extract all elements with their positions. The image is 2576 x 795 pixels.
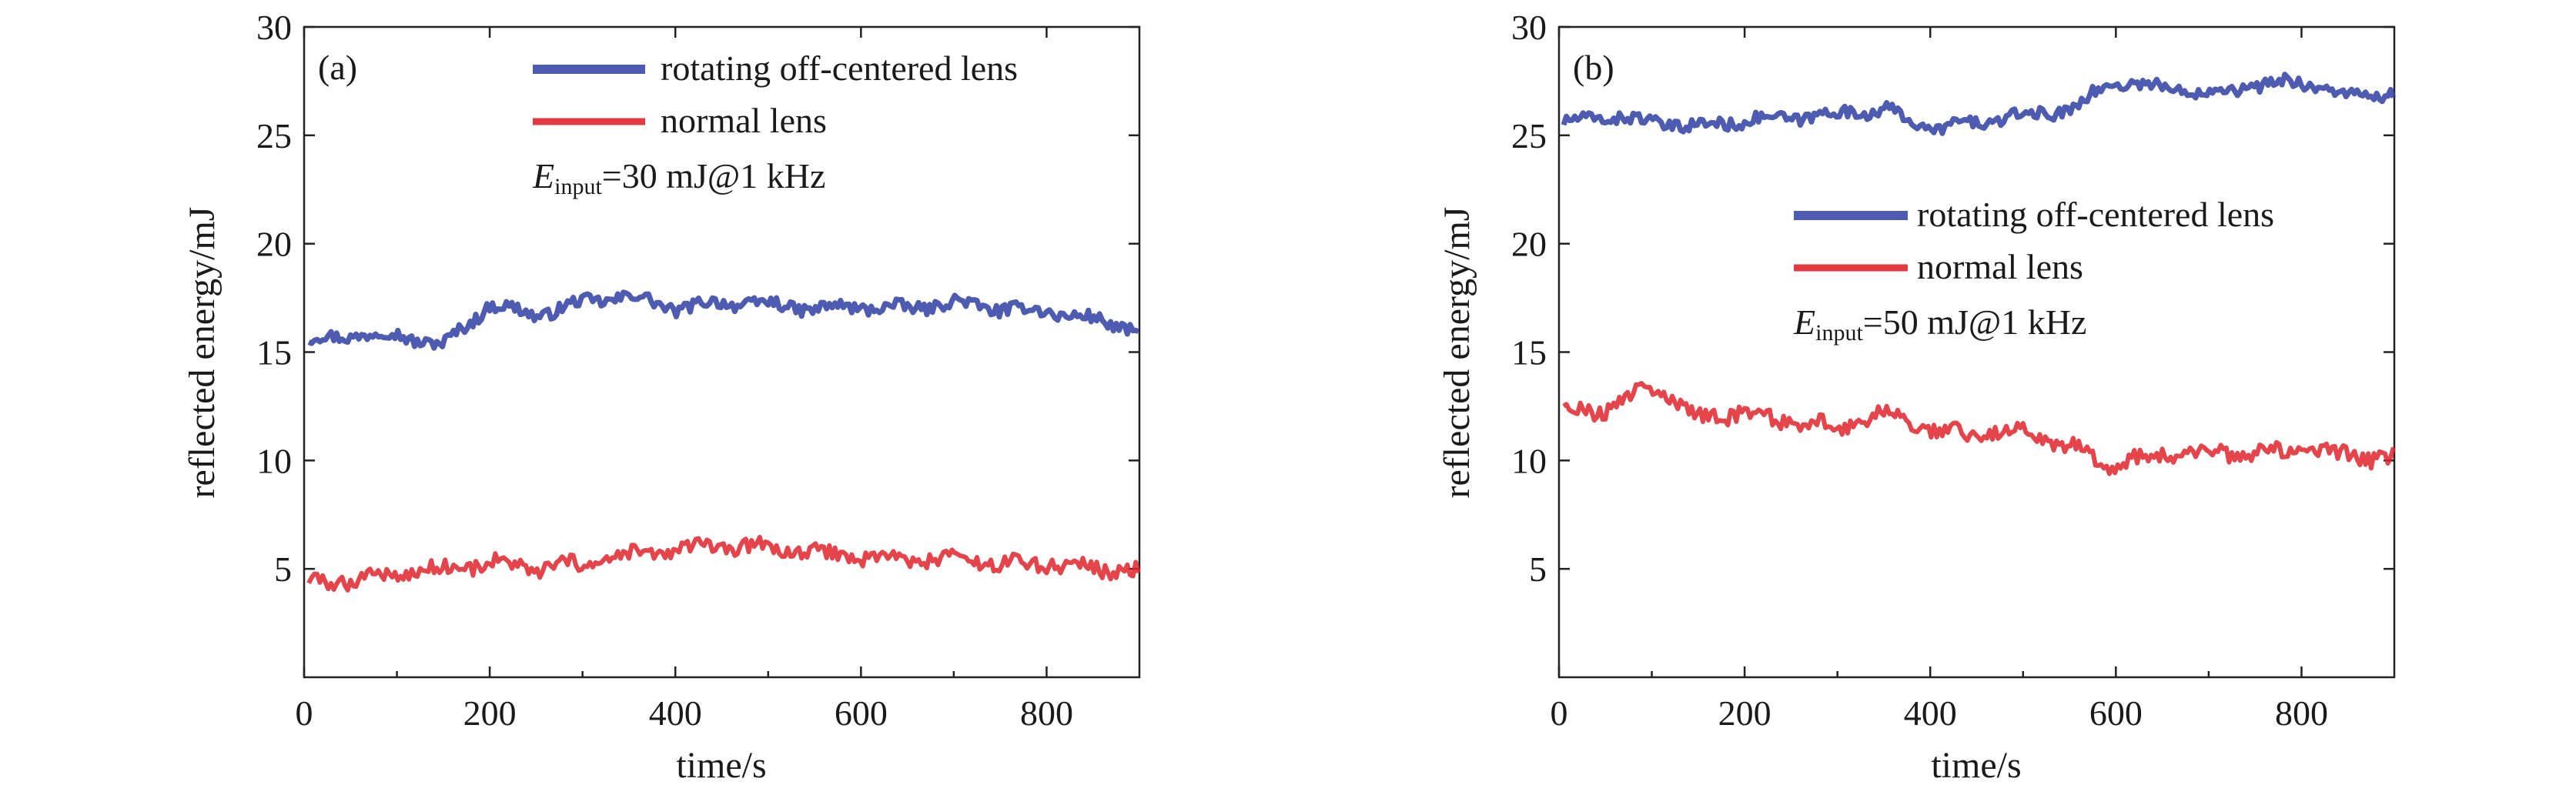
y-tick-label: 30	[256, 8, 292, 47]
annotation-value: =30 mJ@1 kHz	[602, 156, 826, 195]
y-tick-label: 10	[1511, 441, 1547, 480]
y-axis-title: reflected energy/mJ	[182, 207, 222, 499]
annotation-symbol: E	[532, 156, 554, 195]
x-axis-title: time/s	[676, 745, 766, 786]
annotation-subscript: input	[554, 174, 602, 199]
y-tick-label: 20	[1511, 225, 1547, 264]
x-tick-label: 400	[1904, 693, 1957, 733]
y-axis-title: reflected energy/mJ	[1437, 207, 1477, 499]
x-tick-label: 400	[649, 693, 702, 733]
series-line-rotating-off-centered-lens	[1561, 72, 2397, 136]
panel-label: (a)	[318, 48, 357, 87]
annotation-subscript: input	[1815, 320, 1863, 346]
y-tick-label: 20	[256, 225, 292, 264]
panel-label: (b)	[1573, 48, 1614, 87]
legend-label-rotating: rotating off-centered lens	[1917, 195, 2274, 234]
y-tick-label: 5	[1529, 549, 1547, 589]
y-tick-label: 25	[256, 116, 292, 155]
x-axis-title: time/s	[1931, 745, 2021, 786]
annotation-value: =50 mJ@1 kHz	[1863, 302, 2087, 342]
y-tick-label: 15	[256, 333, 292, 372]
y-tick-label: 15	[1511, 333, 1547, 372]
y-tick-label: 5	[274, 549, 292, 589]
legend: rotating off-centered lens normal lens	[1794, 195, 2274, 286]
series-line-rotating-off-centered-lens	[307, 289, 1140, 351]
x-tick-label: 800	[1020, 693, 1073, 733]
ticks	[303, 25, 1139, 677]
y-tick-label: 25	[1511, 116, 1547, 155]
legend-label-normal: normal lens	[661, 101, 827, 140]
x-tick-label: 200	[1718, 693, 1771, 733]
legend: rotating off-centered lens normal lens	[533, 48, 1018, 140]
series-line-normal-lens	[306, 534, 1141, 593]
input-energy-annotation: Einput=50 mJ@1 kHz	[1793, 302, 2086, 346]
y-tick-label: 10	[256, 441, 292, 480]
panel-b: 0 200 400 600 800 5 10 15 20 25 30 (b) time/s refl…	[1437, 8, 2397, 786]
y-tick-label: 30	[1511, 8, 1547, 47]
legend-label-normal: normal lens	[1917, 247, 2083, 286]
legend-label-rotating: rotating off-centered lens	[661, 48, 1018, 88]
x-tick-label: 600	[835, 693, 888, 733]
series-lines	[306, 289, 1141, 593]
series-line-normal-lens	[1562, 381, 2396, 476]
x-tick-label: 600	[2089, 693, 2143, 733]
x-tick-label: 0	[1551, 693, 1568, 733]
x-tick-label: 200	[463, 693, 517, 733]
x-tick-label: 0	[296, 693, 313, 733]
tick-labels: 0 200 400 600 800 5 10 15 20 25 30	[1511, 8, 2328, 733]
input-energy-annotation: Einput=30 mJ@1 kHz	[532, 156, 825, 199]
x-tick-label: 800	[2275, 693, 2328, 733]
ticks	[1557, 25, 2394, 677]
panel-a: 0 200 400 600 800 5 10 15 20 25 30 (a) time/s refl…	[182, 8, 1141, 786]
tick-labels: 0 200 400 600 800 5 10 15 20 25 30	[256, 8, 1073, 733]
annotation-symbol: E	[1793, 302, 1815, 342]
series-lines	[1561, 72, 2397, 476]
